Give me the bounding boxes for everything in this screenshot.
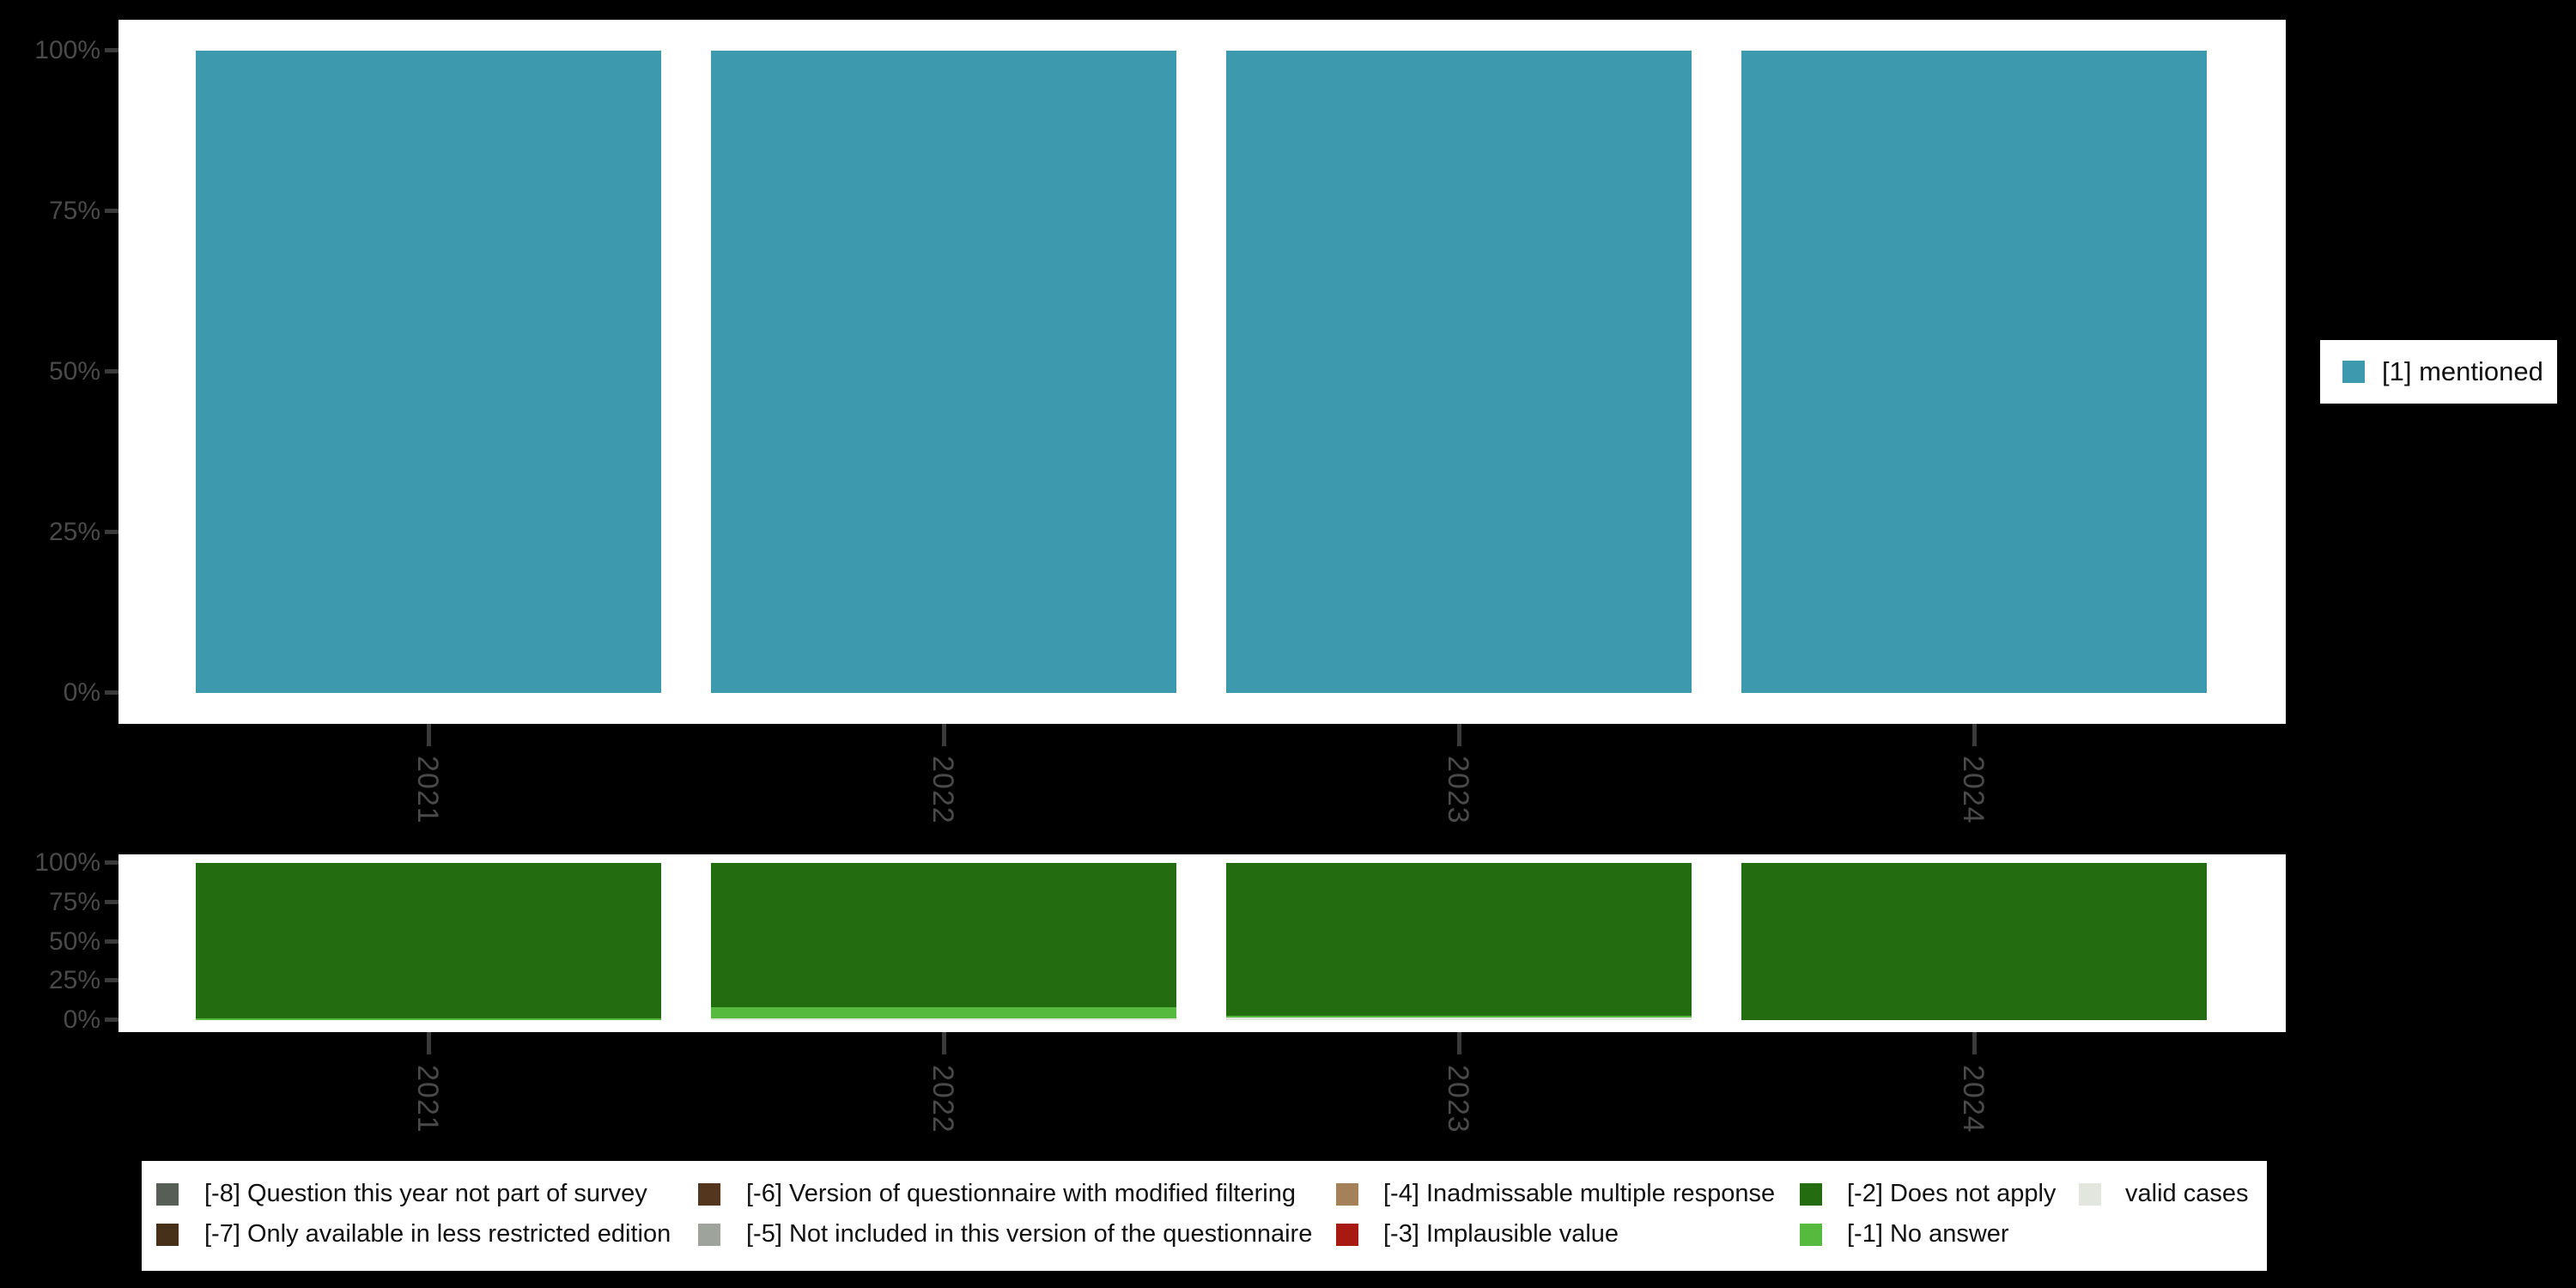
bar-segment — [1741, 863, 2207, 1020]
bottom-legend: [-8] Question this year not part of surv… — [142, 1161, 2267, 1271]
bar-segment — [1741, 51, 2207, 693]
x-axis-tick-mark — [942, 724, 946, 746]
x-axis-tick-mark — [1972, 1032, 1977, 1054]
legend-label: [-3] Implausible value — [1383, 1220, 1619, 1248]
legend-swatch — [156, 1183, 179, 1206]
bar — [711, 51, 1176, 693]
x-axis-year-label: 2021 — [411, 1065, 444, 1133]
legend-swatch — [1336, 1183, 1358, 1206]
bar-segment — [711, 1018, 1176, 1020]
x-axis-year-label: 2021 — [411, 756, 444, 824]
right-legend: [1] mentioned — [2320, 340, 2557, 404]
legend-swatch — [156, 1224, 179, 1246]
y-axis-tick-mark — [105, 369, 118, 374]
bar — [1226, 863, 1692, 1020]
bar-segment — [196, 51, 661, 693]
x-axis-year-label: 2024 — [1957, 756, 1990, 824]
bar — [196, 51, 661, 693]
bar-segment — [1226, 51, 1692, 693]
bar-segment — [711, 51, 1176, 693]
y-axis-tick-label: 25% — [48, 966, 100, 995]
bar-segment — [1226, 1018, 1692, 1020]
top-chart-panel — [118, 20, 2286, 724]
x-axis-tick-mark — [1457, 724, 1461, 746]
bar-segment — [1226, 1015, 1692, 1018]
mentioned-legend-label: [1] mentioned — [2382, 356, 2543, 386]
bar — [1226, 51, 1692, 693]
x-axis-tick-mark — [1457, 1032, 1461, 1054]
legend-label: [-5] Not included in this version of the… — [746, 1220, 1313, 1248]
bar — [711, 863, 1176, 1020]
legend-label: [-2] Does not apply — [1847, 1180, 2057, 1207]
legend-label: [-8] Question this year not part of surv… — [204, 1180, 647, 1207]
legend-label: [-6] Version of questionnaire with modif… — [746, 1180, 1296, 1207]
x-axis-year-label: 2024 — [1957, 1065, 1990, 1133]
bar-segment — [196, 1018, 661, 1020]
bar — [1741, 863, 2207, 1020]
legend-label: valid cases — [2125, 1180, 2249, 1207]
x-axis-year-label: 2022 — [927, 756, 959, 824]
x-axis-year-label: 2022 — [927, 1065, 959, 1133]
y-axis-tick-mark — [105, 939, 118, 944]
y-axis-tick-label: 50% — [48, 357, 100, 386]
bar — [196, 863, 661, 1020]
legend-swatch — [2079, 1183, 2101, 1206]
bar-segment — [711, 1007, 1176, 1019]
y-axis-tick-mark — [105, 690, 118, 695]
mentioned-legend-swatch — [2342, 361, 2365, 383]
legend-swatch — [698, 1183, 720, 1206]
x-axis-tick-mark — [942, 1032, 946, 1054]
x-axis-year-label: 2023 — [1442, 756, 1474, 824]
y-axis-tick-label: 50% — [48, 927, 100, 956]
y-axis-tick-mark — [105, 860, 118, 865]
legend-swatch — [1336, 1224, 1358, 1246]
y-axis-tick-label: 100% — [34, 848, 100, 877]
bar-segment — [711, 863, 1176, 1008]
y-axis-tick-mark — [105, 978, 118, 983]
legend-swatch — [1800, 1224, 1822, 1246]
y-axis-tick-mark — [105, 1018, 118, 1022]
bar-segment — [1226, 863, 1692, 1016]
y-axis-tick-label: 0% — [63, 678, 100, 707]
bar — [1741, 51, 2207, 693]
y-axis-tick-label: 0% — [63, 1005, 100, 1034]
legend-label: [-1] No answer — [1847, 1220, 2009, 1248]
y-axis-tick-label: 100% — [34, 36, 100, 64]
x-axis-tick-mark — [1972, 724, 1977, 746]
y-axis-tick-mark — [105, 48, 118, 52]
y-axis-tick-label: 75% — [48, 197, 100, 225]
y-axis-tick-label: 25% — [48, 518, 100, 546]
legend-swatch — [1800, 1183, 1822, 1206]
y-axis-tick-mark — [105, 899, 118, 904]
x-axis-tick-mark — [427, 724, 431, 746]
legend-swatch — [698, 1224, 720, 1246]
y-axis-tick-mark — [105, 209, 118, 213]
bar-segment — [196, 863, 661, 1019]
legend-label: [-4] Inadmissable multiple response — [1383, 1180, 1776, 1207]
y-axis-tick-mark — [105, 530, 118, 534]
x-axis-tick-mark — [427, 1032, 431, 1054]
bottom-chart-panel — [118, 854, 2286, 1032]
y-axis-tick-label: 75% — [48, 887, 100, 916]
x-axis-year-label: 2023 — [1442, 1065, 1474, 1133]
legend-label: [-7] Only available in less restricted e… — [204, 1220, 671, 1248]
